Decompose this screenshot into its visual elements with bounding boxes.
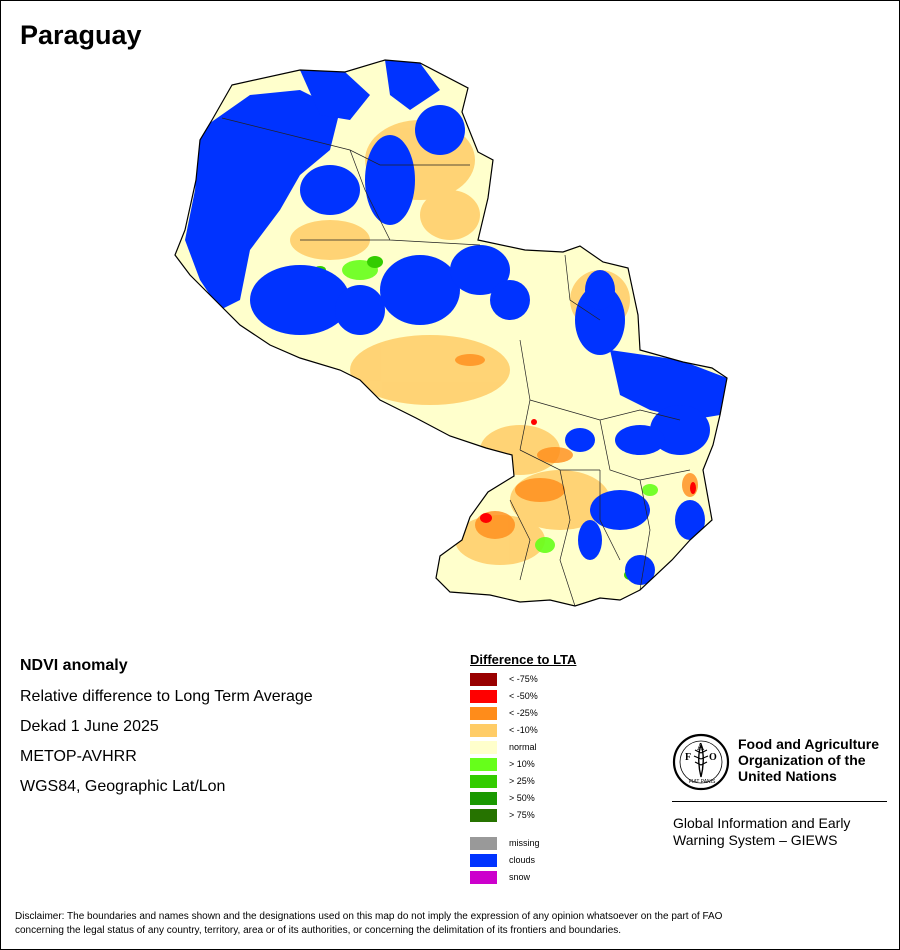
fao-logo-letter-f: F (685, 752, 691, 763)
legend-label: clouds (509, 855, 536, 865)
map-title: Paraguay (20, 20, 142, 50)
legend-swatch (470, 672, 497, 686)
legend-item: > 50% (470, 791, 535, 805)
fao-name-line: United Nations (738, 768, 837, 784)
anomaly-moderate-negative (455, 354, 698, 539)
legend-label: > 50% (509, 793, 535, 803)
legend-label: snow (509, 872, 531, 882)
legend-swatch (470, 723, 497, 737)
legend-item: < -10% (470, 723, 538, 737)
fao-name-line: Organization of the (738, 752, 866, 768)
fao-logo-motto: FIAT PANIS (689, 779, 716, 785)
legend-label: > 25% (509, 776, 535, 786)
legend-label: < -25% (509, 708, 538, 718)
map-projection: WGS84, Geographic Lat/Lon (20, 778, 226, 795)
map-period: Dekad 1 June 2025 (20, 718, 159, 735)
ndvi-map (174, 59, 728, 607)
legend-item: < -25% (470, 706, 538, 720)
legend-swatch (470, 774, 497, 788)
legend-swatch (470, 836, 497, 850)
legend-swatch (470, 870, 497, 884)
anomaly-strong-negative (480, 419, 696, 523)
legend-label: normal (509, 742, 537, 752)
legend-swatch (470, 689, 497, 703)
map-product-title: NDVI anomaly (20, 657, 128, 674)
legend-swatch (470, 853, 497, 867)
divider (672, 801, 887, 802)
legend-item: < -50% (470, 689, 538, 703)
fao-logo-letter-a: A (697, 742, 705, 753)
fao-name-line: Food and Agriculture (738, 736, 880, 752)
legend-label: > 75% (509, 810, 535, 820)
giews-name-line: Warning System – GIEWS (673, 832, 838, 848)
disclaimer-line: Disclaimer: The boundaries and names sho… (15, 911, 723, 922)
legend-label: < -10% (509, 725, 538, 735)
legend-label: < -50% (509, 691, 538, 701)
fao-name: Food and Agriculture Organization of the… (738, 736, 879, 784)
legend-swatch (470, 791, 497, 805)
legend-label: > 10% (509, 759, 535, 769)
legend-item: > 25% (470, 774, 535, 788)
legend-item: snow (470, 870, 530, 884)
giews-name: Global Information and Early Warning Sys… (673, 815, 850, 849)
disclaimer-line: concerning the legal status of any count… (15, 925, 622, 936)
legend-swatch (470, 808, 497, 822)
legend-label: < -75% (509, 674, 538, 684)
legend-item: normal (470, 740, 537, 754)
map-description: Relative difference to Long Term Average (20, 688, 313, 705)
cloud-cover (185, 60, 727, 585)
legend-item: clouds (470, 853, 535, 867)
legend-label: missing (509, 838, 540, 848)
country-outline (174, 59, 728, 607)
fao-logo-letter-o: O (709, 752, 717, 763)
fao-logo-icon: F A O FIAT PANIS (672, 733, 730, 791)
legend-item: < -75% (470, 672, 538, 686)
legend-item: missing (470, 836, 540, 850)
legend-title: Difference to LTA (470, 652, 577, 667)
legend-swatch (470, 740, 497, 754)
giews-name-line: Global Information and Early (673, 815, 851, 831)
map-sensor: METOP-AVHRR (20, 748, 137, 765)
legend-swatch (470, 706, 497, 720)
admin-boundaries (221, 117, 691, 607)
disclaimer: Disclaimer: The boundaries and names sho… (15, 910, 885, 938)
legend-item: > 10% (470, 757, 535, 771)
legend-swatch (470, 757, 497, 771)
legend-item: > 75% (470, 808, 535, 822)
